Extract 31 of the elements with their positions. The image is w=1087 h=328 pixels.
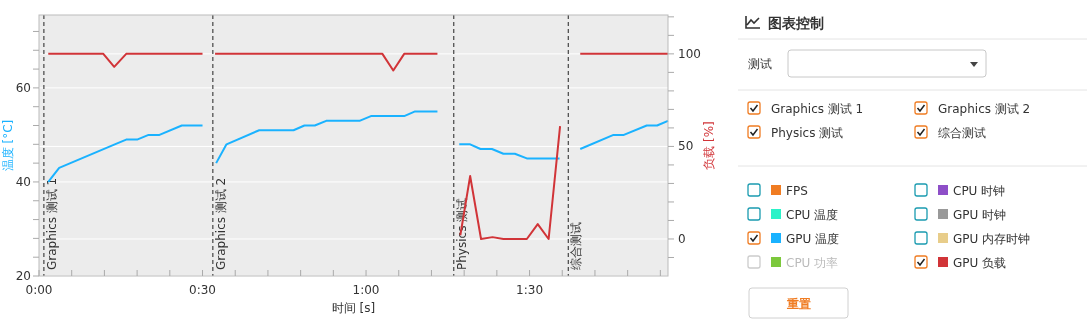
y2-axis-title: 负载 [%] [702,121,716,170]
y-tick-label: 40 [15,174,31,189]
legend-label: GPU 温度 [786,232,840,246]
text: CPU 时钟 [953,184,1006,198]
text: Physics 测试 [771,126,844,140]
y2-tick-label: 50 [678,139,694,154]
y2-tick-label: 100 [678,46,701,61]
x-axis-title: 时间 [s] [331,301,376,315]
text: FPS [786,184,808,198]
y-tick-label: 20 [15,269,31,283]
ref-line-label: 综合测试 [569,222,584,270]
text: 图表控制 [768,15,824,31]
text: 重置 [785,297,811,311]
text: 测试 [748,57,772,71]
text: GPU 内存时钟 [953,232,1031,246]
text: 综合测试 [938,126,986,140]
ref-line-label: Graphics 测试 2 [213,177,228,270]
x-tick-label: 1:30 [516,283,544,297]
y-tick-label: 60 [15,80,31,95]
text: GPU 时钟 [953,208,1007,222]
text: CPU 温度 [786,208,839,222]
x-tick-label: 0:00 [25,283,53,297]
x-tick-label: 1:00 [352,283,380,297]
y2-tick-label: 0 [678,231,686,246]
text: Graphics 测试 2 [938,102,1031,116]
y-axis-title: 温度 [°C] [1,119,15,172]
text: CPU 功率 [786,256,839,270]
x-tick-label: 0:30 [189,283,216,297]
legend-label: GPU 负载 [953,256,1007,270]
text: Graphics 测试 1 [771,102,864,116]
ref-line-label: Graphics 测试 1 [44,177,59,270]
